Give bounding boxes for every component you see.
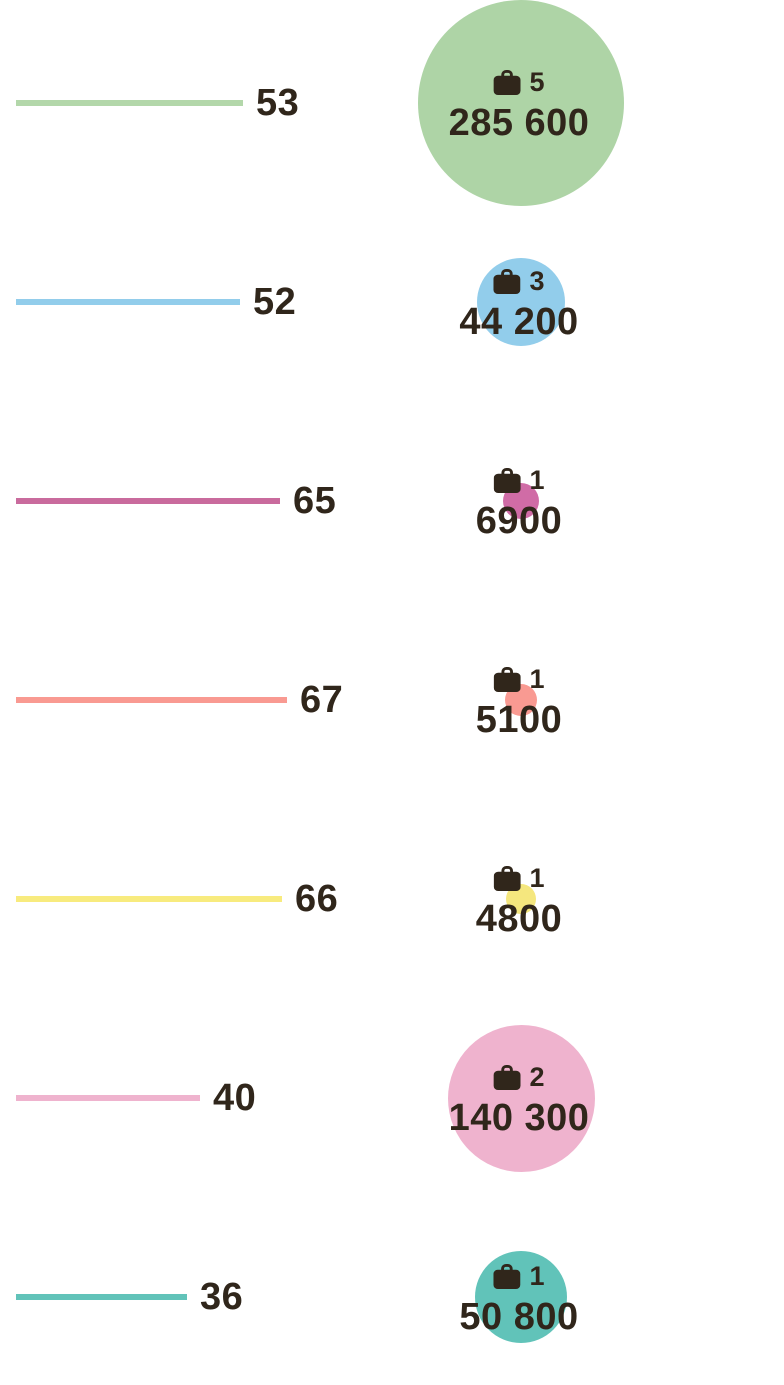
count-row: 1	[493, 465, 545, 495]
amount-label: 4800	[475, 898, 563, 940]
job-count-label: 1	[529, 863, 545, 893]
bubble-label-group: 2 140 300	[449, 1062, 590, 1139]
bubble-label-group: 3 44 200	[459, 266, 578, 343]
value-bar	[16, 498, 280, 504]
briefcase-icon	[493, 268, 521, 294]
value-bar	[16, 299, 240, 305]
value-label: 40	[213, 1077, 257, 1119]
count-row: 2	[493, 1062, 545, 1092]
amount-bubble	[477, 258, 565, 346]
bubble-label-group: 1 4800	[476, 863, 563, 940]
amount-bubble	[447, 1024, 595, 1172]
value-label: 67	[300, 679, 344, 721]
value-bar	[16, 697, 287, 703]
value-label: 65	[293, 480, 337, 522]
amount-label: 50 800	[459, 1296, 579, 1338]
value-label: 36	[200, 1276, 244, 1318]
job-count-label: 1	[529, 1261, 545, 1291]
job-count-label: 1	[529, 465, 545, 495]
amount-bubble	[418, 0, 624, 206]
value-bar	[16, 1294, 187, 1300]
briefcase-icon	[493, 69, 521, 95]
value-bar	[16, 1095, 200, 1101]
amount-label: 140 300	[448, 1097, 590, 1139]
count-row: 1	[493, 863, 545, 893]
job-count-label: 3	[529, 266, 545, 296]
briefcase-icon	[493, 1263, 521, 1289]
value-bar	[16, 896, 282, 902]
amount-bubble	[475, 1251, 567, 1343]
count-row: 5	[493, 67, 545, 97]
job-count-label: 2	[529, 1062, 545, 1092]
count-row: 1	[493, 664, 545, 694]
value-label: 52	[253, 281, 297, 323]
value-label: 66	[295, 878, 339, 920]
briefcase-icon	[493, 666, 521, 692]
bubble-label-group: 1 50 800	[459, 1261, 578, 1338]
amount-label: 6900	[475, 500, 563, 542]
briefcase-icon	[493, 1064, 521, 1090]
bubble-label-group: 5 285 600	[449, 67, 590, 144]
job-count-label: 1	[529, 664, 545, 694]
count-row: 3	[493, 266, 545, 296]
amount-label: 44 200	[459, 301, 579, 343]
amount-label: 285 600	[448, 102, 590, 144]
count-row: 1	[493, 1261, 545, 1291]
bubble-label-group: 1 6900	[476, 465, 563, 542]
amount-label: 5100	[475, 699, 563, 741]
value-label: 53	[256, 82, 300, 124]
bubble-label-group: 1 5100	[476, 664, 563, 741]
job-count-label: 5	[529, 67, 545, 97]
briefcase-icon	[493, 865, 521, 891]
briefcase-icon	[493, 467, 521, 493]
value-bar	[16, 100, 243, 106]
